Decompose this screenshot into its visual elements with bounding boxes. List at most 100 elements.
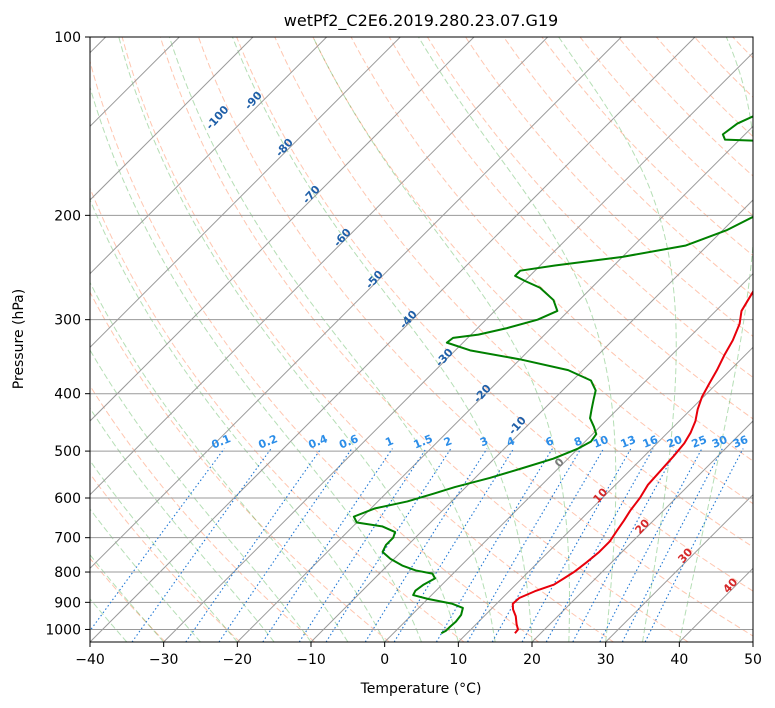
isotherm [90, 37, 254, 201]
dry-adiabat [90, 472, 241, 642]
dry-adiabat [90, 59, 540, 642]
x-tick-label: 30 [597, 652, 615, 668]
dry-adiabat [90, 384, 316, 642]
moist-adiabat [90, 281, 349, 642]
dry-adiabat [655, 37, 753, 138]
dry-adiabat-label: -30 [433, 346, 456, 370]
dry-adiabat-label: -40 [397, 308, 420, 332]
isotherm [605, 493, 753, 642]
dry-adiabat-label: -50 [363, 268, 386, 292]
y-tick-label: 900 [54, 595, 81, 611]
mixing-ratio-label: 30 [710, 433, 729, 451]
moist-adiabat [118, 37, 459, 642]
isotherm [90, 37, 475, 422]
moist-adiabat [418, 37, 617, 642]
moist-adiabat [168, 37, 496, 642]
mixing-ratio-line [262, 448, 393, 642]
dry-adiabat [159, 37, 689, 642]
x-tick-label: 40 [670, 652, 688, 668]
dry-adiabat-label: -20 [471, 382, 494, 406]
isotherm [90, 37, 328, 275]
mixing-ratio-label: 6 [544, 434, 556, 449]
mixing-ratio-label: 0.1 [210, 432, 233, 451]
y-tick-label: 200 [54, 208, 81, 224]
mixing-ratio-label: 13 [619, 433, 638, 451]
mixing-ratio-line [218, 448, 353, 642]
y-tick-label: 700 [54, 531, 81, 547]
moist-adiabat [678, 37, 753, 642]
mixing-ratio-line [467, 448, 582, 642]
dry-adiabat-label: -60 [331, 226, 354, 250]
temperature-profile [511, 289, 753, 634]
isotherm [678, 567, 753, 642]
mixing-ratio-label: 10 [591, 433, 610, 451]
moist-adiabat [90, 459, 238, 642]
mixing-ratio-label: 1 [383, 434, 395, 449]
moist-adiabat [90, 349, 312, 642]
moist-adiabat [312, 37, 570, 642]
dry-adiabat [388, 37, 753, 420]
dry-adiabat [771, 37, 775, 642]
mixing-ratio-line [621, 448, 723, 642]
dry-adiabat-label: 30 [675, 545, 695, 565]
dry-adiabat [732, 37, 753, 59]
moist-adiabat [558, 37, 677, 642]
mixing-ratio-line [325, 448, 452, 642]
mixing-ratio-line [491, 448, 605, 642]
x-axis-label: Temperature (°C) [360, 681, 482, 697]
isotherm [90, 37, 549, 496]
mixing-ratio-line [298, 448, 427, 642]
dry-adiabat [579, 37, 753, 217]
y-tick-label: 300 [54, 313, 81, 329]
moist-adiabat [90, 598, 128, 642]
x-axis: −40 −30 −20 −10 0 10 20 30 40 50 [75, 642, 762, 668]
isotherm [236, 125, 753, 642]
mixing-ratio-line [393, 448, 515, 642]
y-tick-label: 500 [54, 444, 81, 460]
y-tick-label: 400 [54, 387, 81, 403]
mixing-ratio-line [185, 448, 322, 642]
isotherm [531, 420, 753, 642]
mixing-ratio-label: 0.4 [306, 432, 329, 451]
isotherm [384, 272, 753, 642]
profile-lines [352, 115, 753, 635]
mixing-ratio-label: 8 [572, 434, 584, 449]
dry-adiabat-label: 40 [720, 575, 740, 595]
x-tick-label: 50 [744, 652, 762, 668]
x-tick-label: −30 [149, 652, 179, 668]
dewpoint-profile [352, 115, 753, 635]
dry-adiabat [90, 291, 390, 642]
dry-adiabat-label: -80 [273, 136, 296, 160]
x-tick-label: −20 [223, 652, 253, 668]
moist-adiabat [90, 508, 201, 642]
moist-adiabat [90, 198, 386, 642]
plot-frame [89, 36, 754, 643]
y-tick-label: 100 [54, 30, 81, 46]
y-tick-label: 600 [54, 491, 81, 507]
x-tick-label: 10 [449, 652, 467, 668]
x-tick-label: 0 [380, 652, 389, 668]
isotherm [310, 199, 753, 642]
dry-adiabat [312, 37, 753, 505]
dry-adiabat [541, 37, 753, 257]
dry-adiabat [236, 37, 753, 592]
isotherm [163, 51, 753, 642]
dry-adiabat-label: 10 [590, 485, 610, 505]
dry-adiabat [694, 37, 753, 98]
mixing-ratio-label: 16 [641, 433, 660, 451]
x-tick-label: 20 [523, 652, 541, 668]
mixing-ratio-label: 25 [690, 433, 709, 451]
mixing-ratio-label: 2 [442, 434, 454, 449]
dry-adiabat-label: -10 [506, 414, 529, 438]
mixing-ratio-label: 3 [478, 434, 490, 449]
y-tick-label: 800 [54, 565, 81, 581]
isotherm [457, 346, 753, 642]
mixing-ratio-label: 20 [665, 433, 684, 451]
isotherm [752, 641, 753, 642]
mixing-ratio-line [644, 448, 744, 642]
dry-adiabat [350, 37, 753, 462]
mixing-ratio-label: 0.2 [256, 432, 279, 451]
isotherm [90, 37, 622, 570]
dry-adiabat-label: -90 [242, 89, 265, 113]
